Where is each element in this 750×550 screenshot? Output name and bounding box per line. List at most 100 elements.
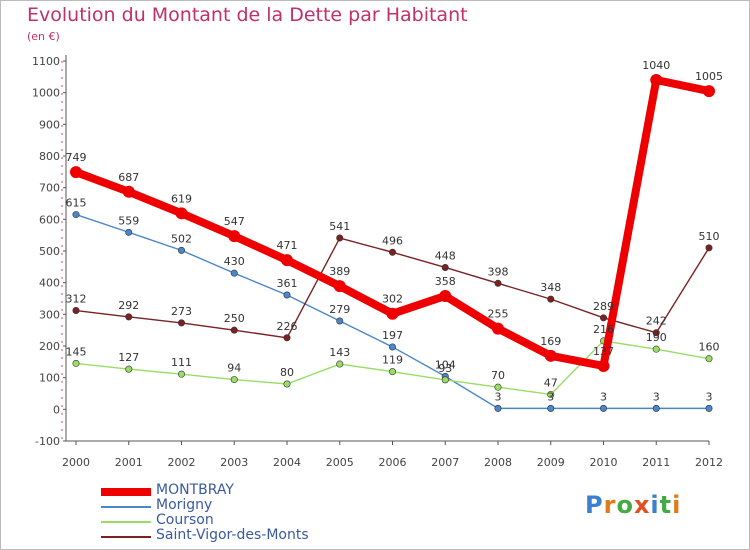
data-label: 615 [66,197,87,210]
x-tick-label: 2006 [379,456,407,469]
data-point [597,359,610,372]
data-point [122,185,135,198]
data-label: 361 [277,277,298,290]
logo-letter: i [650,491,660,519]
data-point [652,345,660,353]
data-point [652,404,660,412]
data-point [230,376,238,384]
data-label: 255 [488,308,509,321]
data-point [125,313,133,321]
data-point [125,228,133,236]
data-label: 687 [118,171,139,184]
data-label: 104 [435,358,456,371]
data-label: 358 [435,275,456,288]
data-label: 3 [706,390,713,403]
data-label: 430 [224,255,245,268]
data-point [441,263,449,271]
legend-label: Courson [156,512,214,528]
data-label: 3 [600,390,607,403]
data-label: 3 [495,390,502,403]
y-tick-label: 700 [39,182,60,195]
data-label: 749 [66,151,87,164]
data-point [703,85,715,98]
data-point [178,319,186,327]
y-tick-label: 100 [39,372,60,385]
data-point [650,74,663,86]
x-tick-label: 2009 [537,456,565,469]
data-point [599,314,607,322]
data-point [388,248,396,256]
data-point [281,254,293,267]
data-label: 3 [547,390,554,403]
data-point [494,383,502,391]
data-point [228,230,241,243]
y-tick-label: 500 [39,245,60,258]
data-label: 312 [66,293,87,306]
y-tick-label: 200 [39,340,60,353]
legend-swatch [101,488,151,496]
legend-swatch [101,521,151,523]
data-label: 302 [382,293,403,306]
data-point [336,234,344,242]
proxiti-logo: Proxiti [585,491,681,519]
data-label: 226 [277,320,298,333]
data-label: 119 [382,354,403,367]
data-label: 541 [329,220,350,233]
data-label: 279 [329,303,350,316]
data-point [544,349,557,362]
logo-letter: o [616,491,634,519]
data-label: 389 [329,265,350,278]
data-point [283,334,291,342]
data-point [283,291,291,299]
x-tick-label: 2001 [115,456,143,469]
data-label: 398 [488,265,509,278]
data-label: 242 [646,315,667,328]
logo-letter: x [633,491,651,519]
x-tick-label: 2004 [273,456,301,469]
x-tick-label: 2012 [695,456,723,469]
data-label: 137 [593,345,614,358]
data-point [705,244,713,252]
data-point [705,404,713,412]
data-label: 190 [646,331,667,344]
data-point [547,295,555,303]
data-label: 619 [171,192,192,205]
x-tick-label: 2000 [62,456,90,469]
data-label: 510 [699,230,720,243]
data-label: 292 [118,299,139,312]
y-tick-label: 0 [53,403,60,416]
data-point [492,322,504,335]
data-point [494,279,502,287]
chart-title: Evolution du Montant de la Dette par Hab… [27,4,468,26]
x-tick-label: 2005 [326,456,354,469]
data-point [333,280,346,293]
data-label: 1040 [642,59,670,72]
data-label: 3 [653,390,660,403]
data-label: 70 [491,369,505,382]
data-label: 94 [227,362,241,375]
x-tick-label: 2010 [590,456,618,469]
data-point [388,368,396,376]
data-point [705,355,713,363]
y-tick-label: -100 [35,435,60,448]
data-point [125,365,133,373]
x-tick-label: 2007 [431,456,459,469]
data-label: 502 [171,232,192,245]
x-tick-label: 2011 [642,456,670,469]
legend-label: MONTBRAY [156,482,234,498]
legend-label: Saint-Vigor-des-Monts [156,527,309,543]
data-label: 80 [280,366,294,379]
x-tick-label: 2002 [168,456,196,469]
x-tick-label: 2008 [484,456,512,469]
data-point [72,359,80,367]
data-label: 471 [277,239,298,252]
data-label: 47 [544,376,558,389]
data-label: 448 [435,249,456,262]
data-point [388,343,396,351]
y-tick-label: 900 [39,118,60,131]
chart-subtitle: (en €) [27,30,60,43]
data-point [178,246,186,254]
data-point [70,166,82,179]
y-tick-label: 1000 [32,87,60,100]
data-label: 145 [66,345,87,358]
